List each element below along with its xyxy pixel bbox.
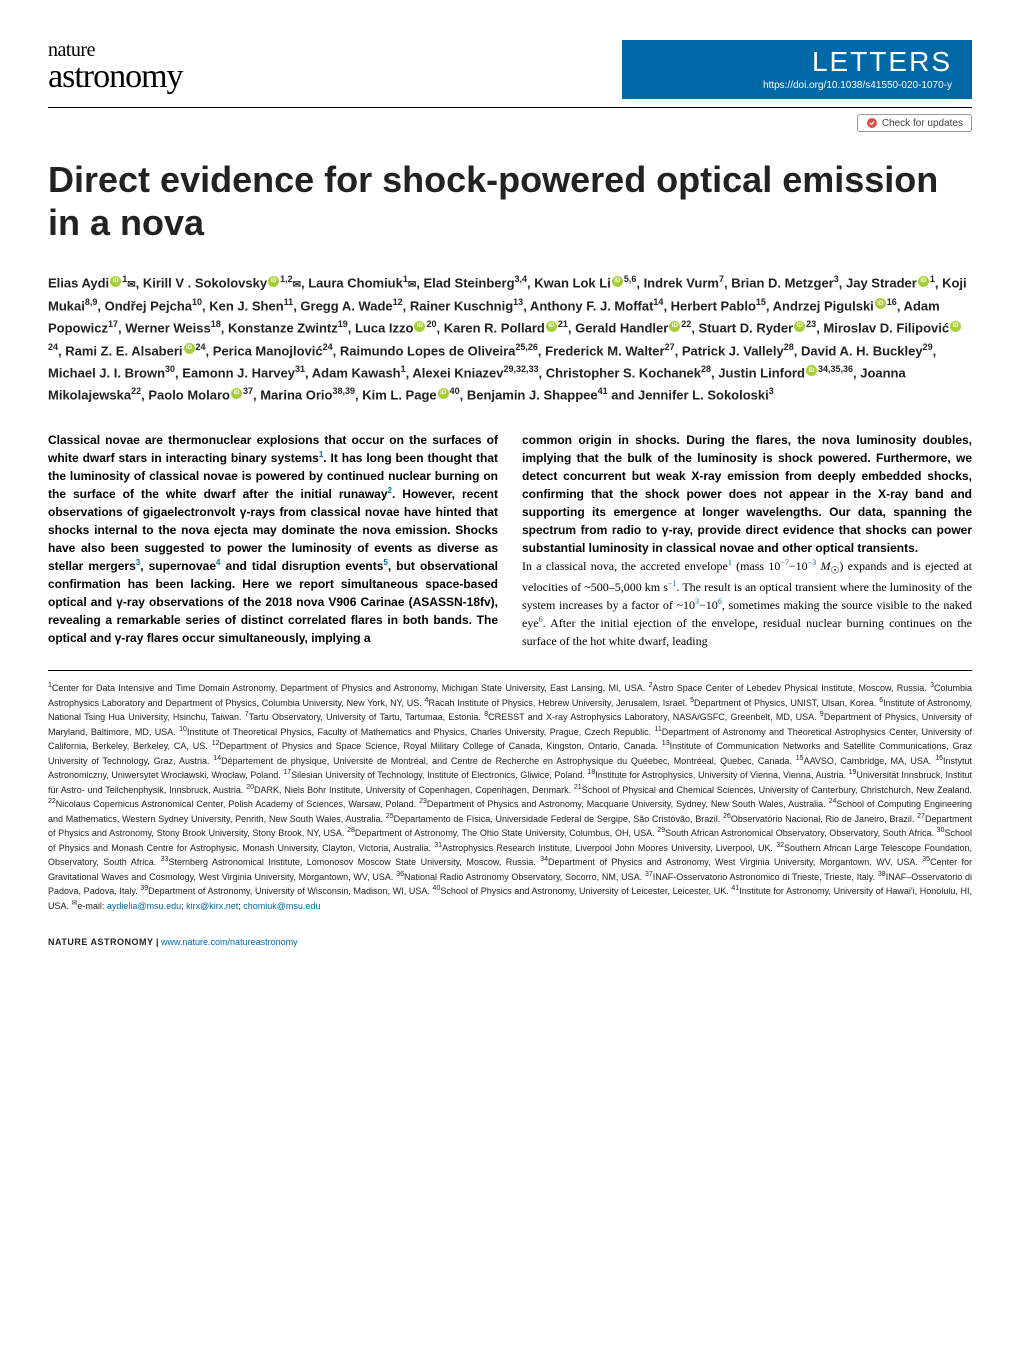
footer-url[interactable]: www.nature.com/natureastronomy	[161, 937, 298, 947]
footer-journal: NATURE ASTRONOMY	[48, 937, 154, 947]
section-label: LETTERS	[642, 46, 952, 78]
page-footer: NATURE ASTRONOMY | www.nature.com/nature…	[48, 937, 972, 947]
affiliations-block: 1Center for Data Intensive and Time Doma…	[48, 681, 972, 913]
journal-name-line1: nature	[48, 40, 183, 60]
affiliations-divider	[48, 670, 972, 671]
abstract-right-column: common origin in shocks. During the flar…	[522, 431, 972, 650]
authors-list: Elias Aydi1✉, Kirill V . Sokolovsky1,2✉,…	[48, 272, 972, 407]
journal-name-line2: astronomy	[48, 58, 183, 95]
check-updates-button[interactable]: Check for updates	[857, 114, 972, 132]
check-updates-icon	[866, 117, 878, 129]
article-title: Direct evidence for shock-powered optica…	[48, 158, 972, 244]
journal-logo: nature astronomy	[48, 40, 183, 94]
abstract-left-text: Classical novae are thermonuclear explos…	[48, 433, 498, 645]
divider	[48, 107, 972, 108]
check-updates-label: Check for updates	[882, 118, 963, 129]
abstract-right-bold: common origin in shocks. During the flar…	[522, 433, 972, 555]
abstract-right-normal: In a classical nova, the accreted envelo…	[522, 559, 972, 648]
section-box: LETTERS https://doi.org/10.1038/s41550-0…	[622, 40, 972, 99]
doi-link[interactable]: https://doi.org/10.1038/s41550-020-1070-…	[642, 80, 952, 91]
abstract-left-column: Classical novae are thermonuclear explos…	[48, 431, 498, 650]
